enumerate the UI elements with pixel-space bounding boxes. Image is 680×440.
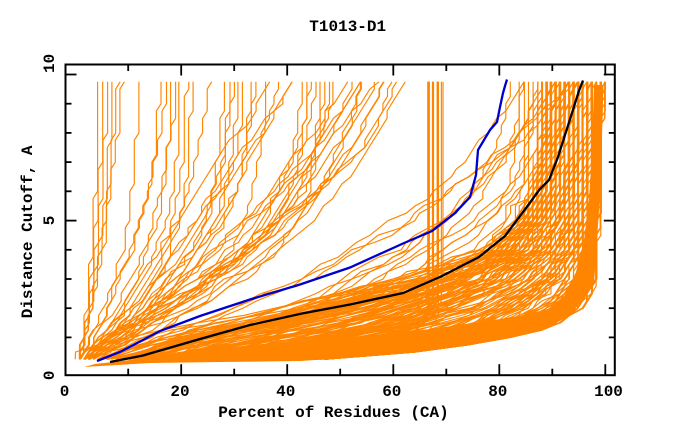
svg-text:Distance Cutoff, A: Distance Cutoff, A — [19, 145, 37, 318]
svg-text:0: 0 — [60, 383, 70, 401]
svg-text:Percent of Residues (CA): Percent of Residues (CA) — [218, 404, 448, 422]
svg-text:0: 0 — [41, 370, 59, 380]
svg-text:20: 20 — [170, 383, 189, 401]
svg-text:60: 60 — [382, 383, 401, 401]
svg-text:5: 5 — [41, 216, 59, 226]
svg-text:T1013-D1: T1013-D1 — [309, 18, 386, 36]
svg-text:80: 80 — [488, 383, 507, 401]
svg-text:40: 40 — [276, 383, 295, 401]
svg-text:100: 100 — [594, 383, 623, 401]
svg-text:10: 10 — [41, 54, 59, 73]
